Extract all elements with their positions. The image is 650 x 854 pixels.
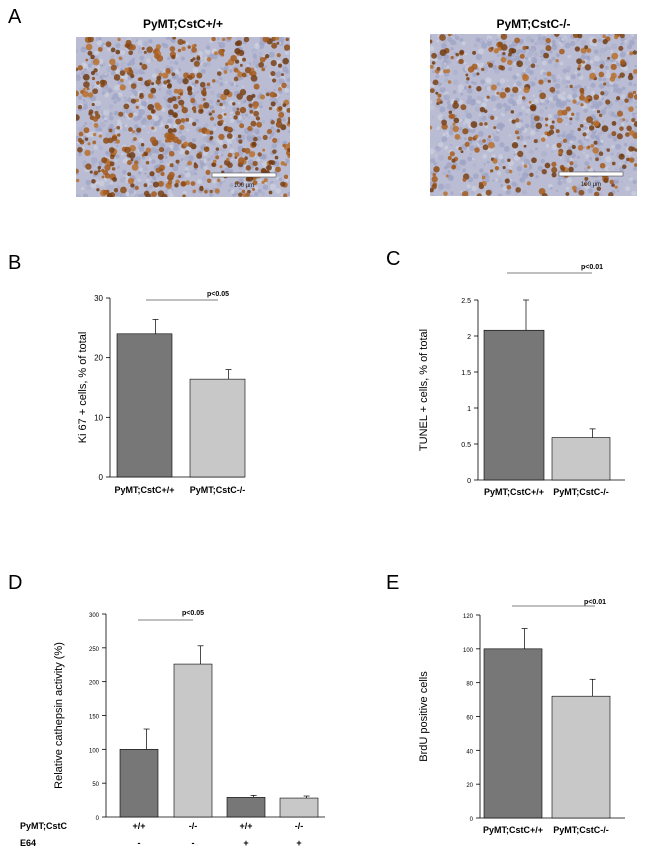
y-tick-label: 50: [92, 782, 99, 788]
y-tick-label: 20: [466, 783, 473, 789]
significance-label: p<0.01: [581, 264, 603, 271]
micrograph-title-left: PyMT;CstC+/+: [142, 17, 224, 31]
micrograph-left: 100 µm: [76, 37, 290, 197]
bar: [551, 437, 611, 481]
bar: [116, 333, 173, 478]
y-tick-label: 60: [466, 716, 473, 722]
bar: [483, 648, 543, 819]
bar: [483, 329, 545, 481]
micrograph-right: 100 µm: [430, 34, 637, 196]
y-axis-label: Relative cathepsin activity (%): [53, 642, 65, 789]
stained-nuclei: [430, 34, 637, 196]
bar: [279, 797, 319, 818]
row-value: -/-: [295, 821, 304, 831]
panel-letter-d: D: [8, 572, 23, 594]
y-tick-label: 10: [94, 413, 103, 422]
significance-label: p<0.01: [584, 599, 606, 606]
bar: [119, 749, 159, 818]
y-tick-label: 30: [94, 294, 103, 303]
chart-cathepsin: 0 50 100 150 200 250 300 Relative cathepsin act…: [20, 610, 325, 848]
bar: [189, 378, 246, 478]
scale-bar: [558, 171, 624, 177]
panel-letter-e: E: [386, 572, 400, 594]
scale-bar-label: 100 µm: [581, 182, 601, 188]
row-value: -: [138, 838, 141, 848]
significance-label: p<0.05: [182, 610, 204, 617]
y-tick-label: 100: [463, 648, 474, 654]
panel-letter-a: A: [8, 6, 22, 28]
chart-brdu: 0 20 40 60 80 100 120 BrdU positive cells p<0.01…: [418, 599, 625, 835]
y-tick-label: 20: [94, 354, 103, 363]
y-axis-label: BrdU positive cells: [418, 671, 430, 762]
chart-tunel: 0 0.5 1 1.5 2 2.5 TUNEL + cells, % of total p<0…: [418, 264, 625, 497]
panel-letter-c: C: [386, 248, 401, 270]
y-tick-label: 2: [467, 334, 471, 341]
y-tick-label: 0: [96, 816, 100, 822]
y-tick-label: 200: [89, 681, 100, 687]
scale-bar: [211, 172, 277, 178]
row-value: -: [192, 838, 195, 848]
y-tick-label: 2.5: [461, 298, 471, 305]
y-tick-label: 0: [467, 478, 471, 485]
row-value: +: [243, 838, 248, 848]
chart-ki67: 0 10 20 30 Ki 67 + cells, % of total p<0.05 Py…: [77, 291, 246, 495]
y-tick-label: 80: [466, 682, 473, 688]
row-value: -/-: [189, 821, 198, 831]
y-tick-label: 40: [466, 749, 473, 755]
row-value: +/+: [239, 821, 252, 831]
y-tick-label: 0.5: [461, 442, 471, 449]
panel-letter-b: B: [8, 252, 22, 274]
category-label: PyMT;CstC-/-: [190, 485, 246, 495]
y-tick-label: 250: [89, 647, 100, 653]
y-tick-label: 1.5: [461, 370, 471, 377]
y-tick-label: 0: [470, 817, 474, 823]
category-label: PyMT;CstC+/+: [484, 487, 544, 497]
y-tick-label: 1: [467, 406, 471, 413]
category-label: PyMT;CstC-/-: [553, 487, 609, 497]
y-tick-label: 300: [89, 613, 100, 619]
scale-bar-label: 100 µm: [234, 183, 254, 189]
row-value: +: [296, 838, 301, 848]
y-tick-label: 120: [463, 614, 474, 620]
row-label: E64: [20, 838, 36, 848]
y-tick-label: 100: [89, 748, 100, 754]
bar: [551, 695, 611, 819]
bar: [173, 663, 213, 818]
bar: [226, 797, 266, 818]
stained-nuclei: [76, 37, 290, 197]
row-value: +/+: [132, 821, 145, 831]
category-label: PyMT;CstC+/+: [483, 825, 543, 835]
y-tick-label: 0: [99, 473, 104, 482]
category-label: PyMT;CstC-/-: [553, 825, 609, 835]
significance-label: p<0.05: [207, 291, 229, 298]
micrograph-title-right: PyMT;CstC-/-: [496, 17, 571, 31]
category-label: PyMT;CstC+/+: [114, 485, 174, 495]
y-axis-label: Ki 67 + cells, % of total: [77, 332, 89, 444]
row-label: PyMT;CstC: [20, 821, 68, 831]
y-axis-label: TUNEL + cells, % of total: [418, 329, 430, 451]
y-tick-label: 150: [89, 715, 100, 721]
